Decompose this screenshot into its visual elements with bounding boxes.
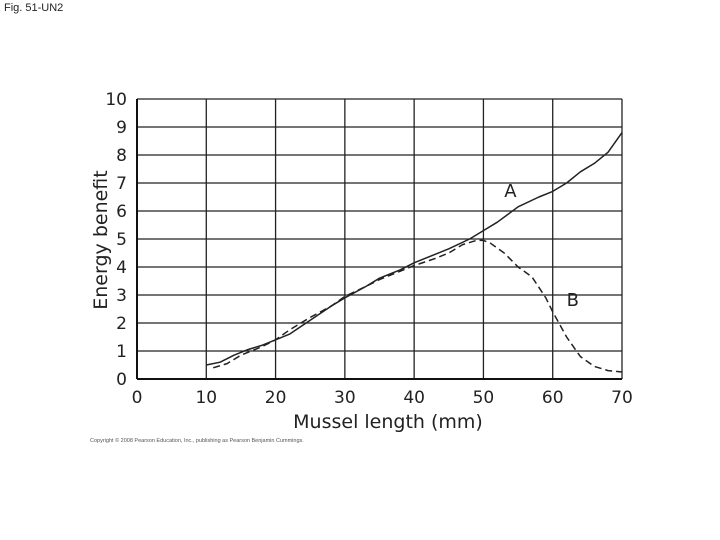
y-tick-label: 6 <box>116 202 127 222</box>
y-tick-label: 7 <box>116 174 127 194</box>
copyright-notice: Copyright © 2008 Pearson Education, Inc.… <box>90 438 304 444</box>
x-tick-label: 10 <box>195 388 217 408</box>
x-tick-label: 60 <box>542 388 564 408</box>
y-axis-label: Energy benefit <box>90 170 112 309</box>
x-tick-label: 0 <box>132 388 143 408</box>
x-tick-label: 30 <box>334 388 356 408</box>
x-tick-label: 20 <box>265 388 287 408</box>
y-tick-label: 8 <box>116 146 127 166</box>
series-label-a: A <box>504 181 517 202</box>
x-axis-label: Mussel length (mm) <box>293 411 483 433</box>
series-line-b <box>212 239 623 373</box>
y-tick-label: 2 <box>116 314 127 334</box>
x-tick-labels: 0 10 20 30 40 50 60 70 <box>132 388 633 408</box>
y-tick-label: 0 <box>116 370 127 390</box>
x-tick-label: 40 <box>403 388 425 408</box>
y-tick-label: 1 <box>116 342 127 362</box>
chart-series <box>206 132 623 373</box>
series-line-a <box>206 132 623 366</box>
y-tick-label: 3 <box>116 286 127 306</box>
y-tick-labels: 0 1 2 3 4 5 6 7 8 9 10 <box>105 90 127 390</box>
figure-label: Fig. 51-UN2 <box>4 2 64 14</box>
chart-grid <box>136 98 623 380</box>
x-tick-label: 70 <box>611 388 633 408</box>
series-annotations: AB <box>504 181 579 311</box>
y-tick-label: 5 <box>116 230 127 250</box>
y-tick-label: 10 <box>105 90 127 110</box>
y-tick-label: 4 <box>116 258 127 278</box>
chart-axes <box>136 99 622 380</box>
x-tick-label: 50 <box>473 388 495 408</box>
series-label-b: B <box>567 290 579 311</box>
y-tick-label: 9 <box>116 118 127 138</box>
